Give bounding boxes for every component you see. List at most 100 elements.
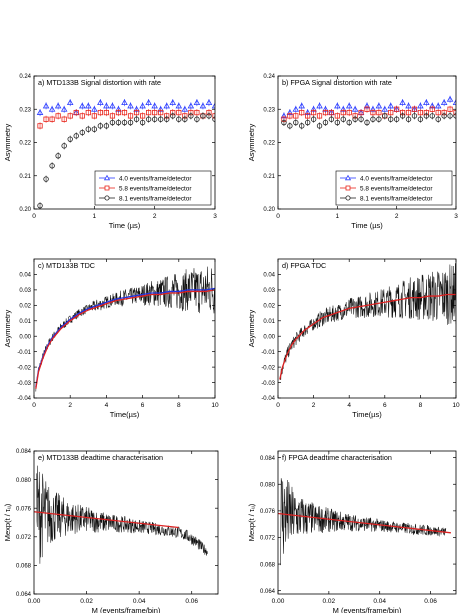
data-point-square: [115, 109, 122, 116]
data-point-triangle: [375, 102, 383, 109]
y-tick-label: 0.084: [260, 456, 276, 462]
fit-line: [278, 512, 451, 534]
x-tick-label: 2: [68, 402, 72, 409]
y-tick-label: 0.080: [16, 478, 32, 484]
data-point-square: [293, 113, 299, 119]
y-tick-label: -0.02: [261, 365, 275, 371]
y-tick-label: 0.068: [16, 564, 32, 570]
data-trace: [280, 478, 447, 566]
data-point-triangle: [181, 105, 189, 112]
data-point-triangle: [399, 99, 406, 105]
x-tick-label: 0: [32, 213, 36, 220]
data-point-circle: [79, 129, 85, 136]
data-point-square: [43, 116, 49, 122]
data-point-square: [322, 109, 329, 116]
x-tick-label: 0.04: [133, 598, 146, 605]
x-tick-label: 3: [213, 213, 217, 220]
data-point-square: [346, 109, 352, 116]
y-tick-label: -0.01: [17, 350, 31, 356]
data-point-triangle: [423, 99, 430, 105]
data-point-square: [97, 109, 103, 116]
y-tick-label: -0.03: [17, 381, 31, 387]
data-point-circle: [352, 116, 358, 122]
data-point-circle: [151, 116, 158, 122]
data-point-circle: [334, 119, 341, 126]
data-point-triangle: [345, 102, 353, 109]
data-point-circle: [370, 116, 376, 122]
data-point-square: [73, 109, 79, 116]
y-tick-label: 0.23: [263, 107, 275, 113]
data-point-triangle: [417, 102, 424, 109]
data-point-square: [61, 116, 67, 122]
legend-entry: 4.0 events/frame/detector: [360, 175, 433, 182]
legend-marker: [345, 185, 351, 191]
data-point-circle: [55, 153, 61, 159]
data-point-circle: [194, 116, 200, 122]
y-tick-label: 0.03: [19, 288, 31, 294]
data-point-circle: [73, 133, 79, 139]
y-axis-label: Asymmetry: [3, 124, 12, 162]
data-point-square: [79, 113, 85, 119]
chart-e: 0.00 0.02 0.04 0.06 0.064 0.068 0.072 0.076 0.08…: [3, 449, 219, 613]
data-point-square: [334, 113, 340, 119]
data-point-square: [91, 113, 97, 119]
data-point-circle: [299, 123, 305, 129]
data-point-square: [429, 106, 435, 112]
x-axis-label: Time (µs): [351, 221, 383, 230]
data-point-triangle: [60, 105, 68, 112]
y-tick-label: 0.21: [263, 174, 275, 180]
plot-frame: [33, 258, 216, 399]
x-tick-label: 6: [383, 402, 387, 409]
chart-a: 0 1 2 3 0.20 0.21 0.22 0.23 0.24 a) MTD133B Signa…: [3, 74, 217, 230]
data-point-triangle: [85, 102, 92, 109]
data-point-circle: [85, 126, 91, 132]
y-tick-label: 0.00: [19, 334, 31, 340]
x-tick-label: 0.02: [80, 598, 93, 605]
x-axis-label: Time (µs): [109, 221, 141, 230]
chart-title: d) FPGA TDC: [282, 261, 326, 270]
data-point-triangle: [405, 102, 412, 109]
y-tick-label: -0.02: [17, 365, 31, 371]
data-point-circle: [411, 113, 418, 119]
data-point-square: [194, 109, 200, 116]
data-point-triangle: [387, 102, 395, 109]
data-point-triangle: [103, 102, 110, 109]
data-point-square: [364, 106, 370, 112]
x-tick-label: 0.00: [28, 598, 41, 605]
data-point-triangle: [127, 102, 134, 109]
y-tick-label: 0.084: [16, 449, 32, 455]
plot-area-e: [34, 465, 208, 564]
data-point-square: [109, 113, 116, 119]
data-point-triangle: [66, 99, 74, 105]
data-point-circle: [61, 143, 67, 149]
x-tick-label: 8: [419, 402, 423, 409]
data-point-circle: [127, 119, 134, 126]
data-point-triangle: [78, 102, 86, 109]
data-point-square: [127, 113, 134, 119]
data-point-circle: [364, 119, 370, 126]
data-point-triangle: [54, 102, 62, 109]
data-point-square: [405, 109, 412, 116]
data-point-circle: [304, 119, 311, 126]
data-point-square: [176, 109, 182, 116]
legend: 4.0 events/frame/detector 5.8 events/fram…: [335, 170, 453, 206]
data-point-circle: [43, 176, 49, 182]
plot-frame: [33, 450, 219, 595]
y-tick-label: 0.02: [19, 304, 31, 310]
data-point-square: [49, 116, 55, 122]
data-point-square: [435, 109, 441, 116]
legend-marker: [104, 185, 110, 191]
y-axis-label: Mexp(t / τᵤ): [3, 503, 12, 541]
y-tick-label: 0.01: [263, 319, 275, 325]
data-point-circle: [91, 126, 98, 132]
x-tick-label: 2: [395, 213, 399, 220]
data-point-circle: [121, 119, 128, 126]
y-tick-label: 0.068: [260, 562, 276, 568]
data-point-circle: [281, 119, 287, 126]
x-tick-label: 2: [153, 213, 157, 220]
x-tick-label: 10: [211, 402, 219, 409]
y-tick-label: 0.04: [19, 273, 31, 279]
data-point-circle: [200, 113, 206, 119]
y-tick-label: 0.20: [263, 207, 275, 213]
data-point-square: [358, 109, 364, 116]
